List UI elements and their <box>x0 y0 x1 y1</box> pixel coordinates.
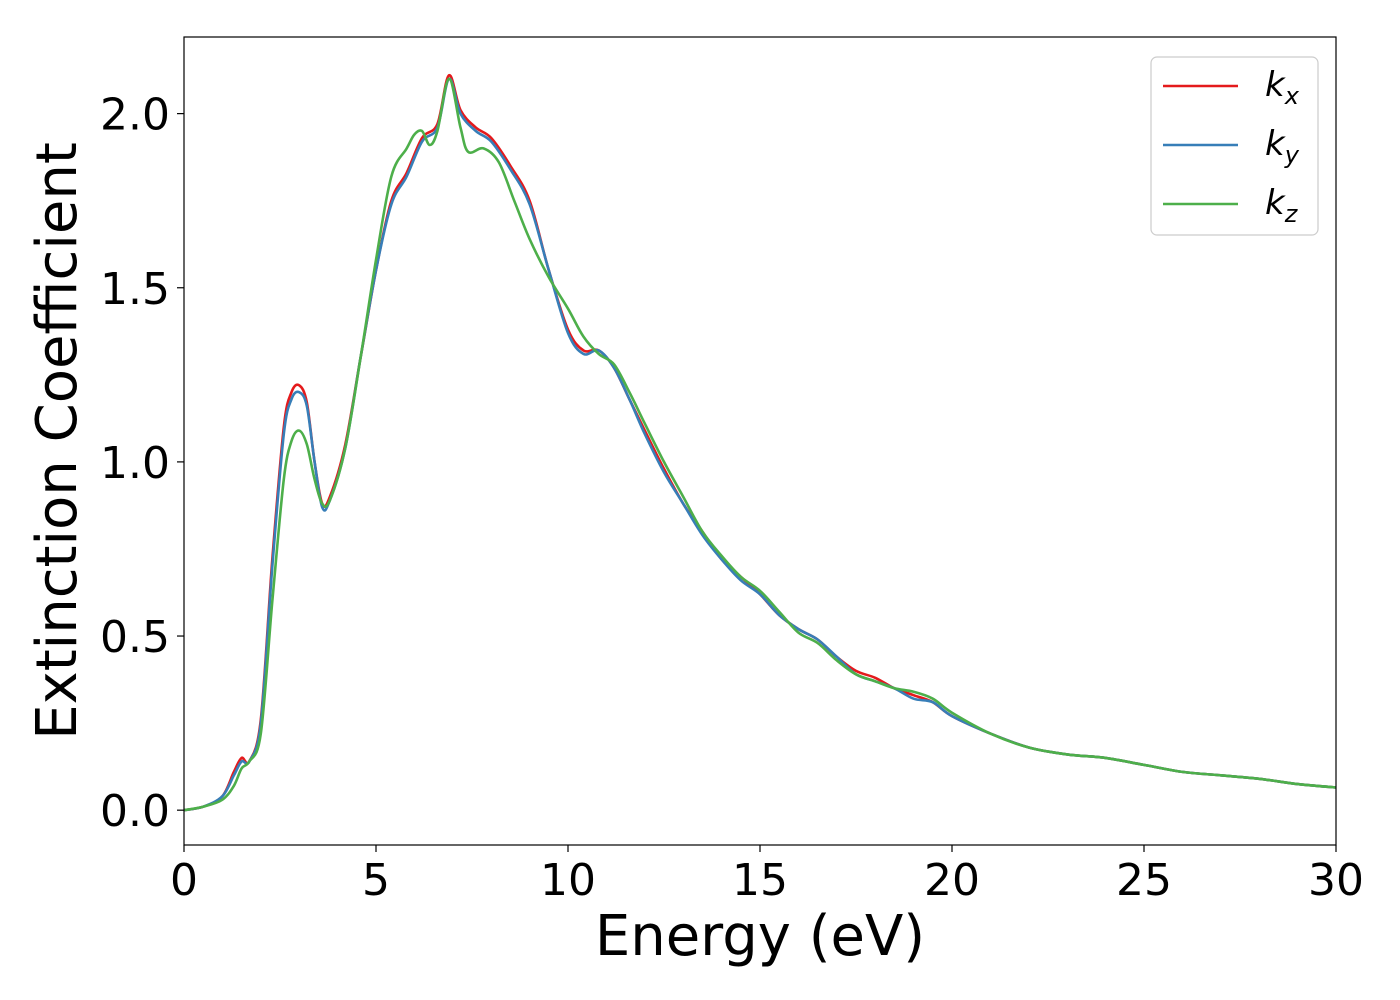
y-tick-label: 1.5 <box>100 264 170 315</box>
x-tick-label: 25 <box>1116 855 1172 906</box>
series-line-ky <box>183 77 1337 812</box>
y-axis: 0.0 0.5 1.0 1.5 2.0 <box>100 90 184 837</box>
x-tick-label: 20 <box>924 855 980 906</box>
plot-background <box>184 37 1336 845</box>
series-line-kz <box>183 77 1337 812</box>
legend-label-kz: kz <box>1265 183 1299 228</box>
x-tick-label: 0 <box>170 855 198 906</box>
series-lines <box>183 73 1337 812</box>
x-tick-label: 10 <box>540 855 596 906</box>
legend-label-ky: ky <box>1265 124 1300 169</box>
y-tick-label: 1.0 <box>100 438 170 489</box>
x-axis: 0 5 10 15 20 25 30 <box>170 845 1364 906</box>
legend: kx ky kz <box>1150 56 1319 236</box>
y-tick-label: 0.5 <box>100 612 170 663</box>
y-tick-label: 2.0 <box>100 90 170 141</box>
x-tick-label: 5 <box>362 855 390 906</box>
legend-label-kx: kx <box>1265 65 1300 110</box>
y-axis-label: Extinction Coefficient <box>25 142 90 740</box>
x-axis-label: Energy (eV) <box>595 904 925 969</box>
y-tick-label: 0.0 <box>100 786 170 837</box>
x-tick-label: 30 <box>1308 855 1364 906</box>
x-tick-label: 15 <box>732 855 788 906</box>
